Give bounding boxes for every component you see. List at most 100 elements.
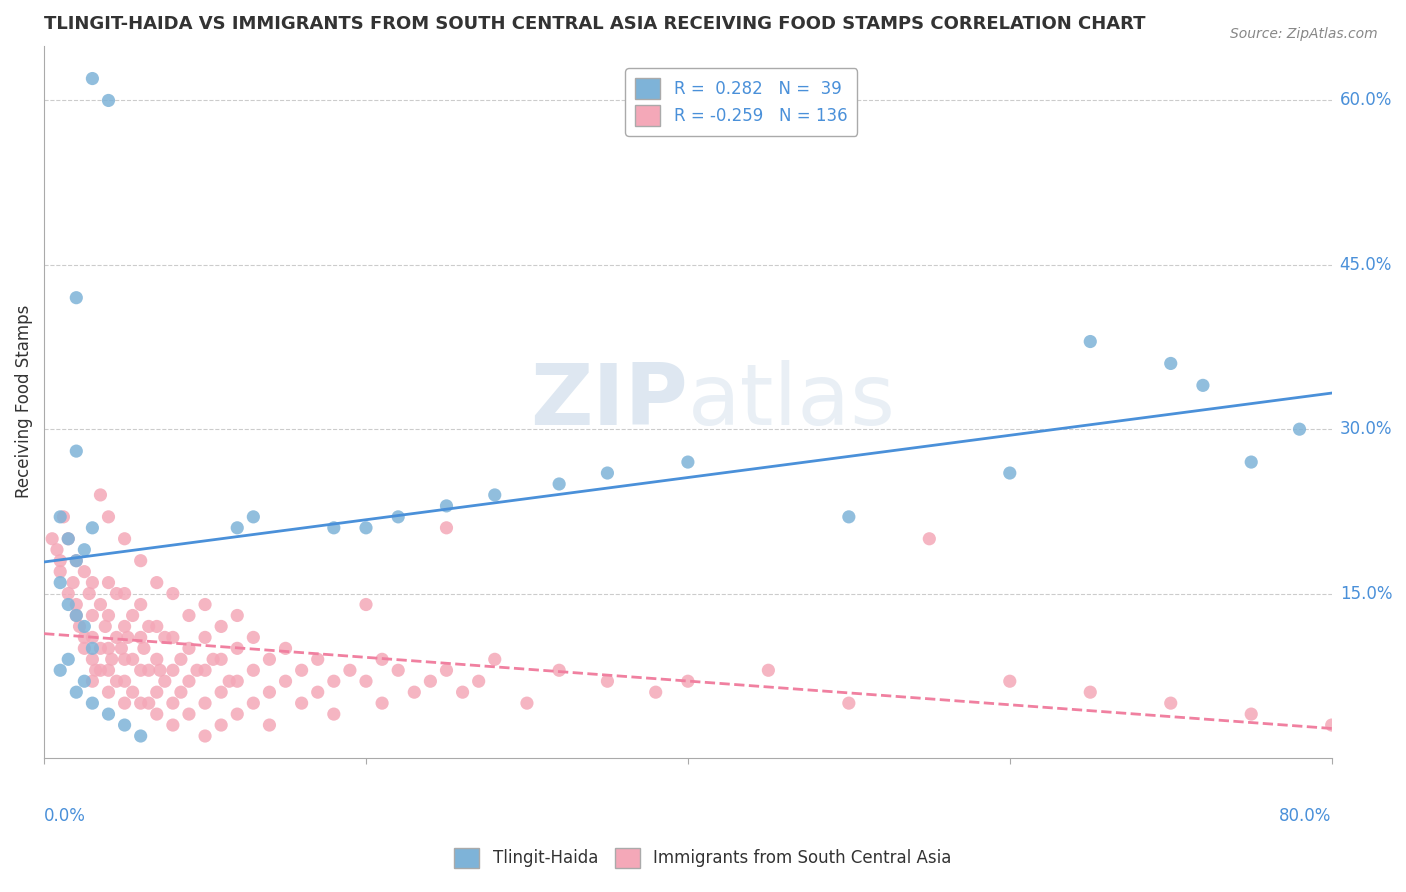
Point xyxy=(117,631,139,645)
Point xyxy=(97,707,120,722)
Point xyxy=(146,652,169,666)
Point xyxy=(209,718,232,732)
Point xyxy=(177,674,200,689)
Point xyxy=(242,663,264,677)
Point xyxy=(138,663,160,677)
Point xyxy=(339,663,361,677)
Point xyxy=(65,598,87,612)
Point xyxy=(177,608,200,623)
Point xyxy=(73,631,96,645)
Point xyxy=(49,565,72,579)
Point xyxy=(186,663,208,677)
Text: atlas: atlas xyxy=(688,360,896,443)
Point xyxy=(49,575,72,590)
Point xyxy=(105,586,128,600)
Point xyxy=(644,685,666,699)
Point xyxy=(49,554,72,568)
Point xyxy=(274,674,297,689)
Point xyxy=(58,652,80,666)
Text: Source: ZipAtlas.com: Source: ZipAtlas.com xyxy=(1230,27,1378,41)
Point xyxy=(596,466,619,480)
Point xyxy=(73,619,96,633)
Point xyxy=(918,532,941,546)
Point xyxy=(82,641,104,656)
Point xyxy=(132,641,155,656)
Point xyxy=(322,521,344,535)
Point xyxy=(149,663,172,677)
Point xyxy=(516,696,538,710)
Point xyxy=(146,707,169,722)
Point xyxy=(1240,707,1263,722)
Point xyxy=(89,598,111,612)
Point xyxy=(110,641,132,656)
Point xyxy=(242,509,264,524)
Point xyxy=(162,718,184,732)
Point xyxy=(838,509,860,524)
Point xyxy=(1240,455,1263,469)
Point xyxy=(307,652,329,666)
Point xyxy=(121,608,143,623)
Point xyxy=(170,652,193,666)
Point xyxy=(162,696,184,710)
Point xyxy=(548,663,571,677)
Point xyxy=(89,641,111,656)
Text: 0.0%: 0.0% xyxy=(44,807,86,825)
Point xyxy=(484,488,506,502)
Point xyxy=(1320,718,1343,732)
Point xyxy=(436,663,458,677)
Point xyxy=(138,619,160,633)
Point xyxy=(97,608,120,623)
Point xyxy=(194,696,217,710)
Point xyxy=(153,674,176,689)
Point xyxy=(676,674,699,689)
Point xyxy=(129,696,152,710)
Point xyxy=(84,663,107,677)
Point xyxy=(1288,422,1310,436)
Point xyxy=(73,641,96,656)
Point xyxy=(65,554,87,568)
Point xyxy=(129,729,152,743)
Point xyxy=(274,641,297,656)
Legend: R =  0.282   N =  39, R = -0.259   N = 136: R = 0.282 N = 39, R = -0.259 N = 136 xyxy=(626,69,858,136)
Point xyxy=(387,663,409,677)
Point xyxy=(756,663,779,677)
Point xyxy=(65,685,87,699)
Point xyxy=(218,674,240,689)
Text: 80.0%: 80.0% xyxy=(1279,807,1331,825)
Point xyxy=(52,509,75,524)
Point xyxy=(146,575,169,590)
Point xyxy=(194,729,217,743)
Point xyxy=(94,619,117,633)
Point xyxy=(58,532,80,546)
Text: TLINGIT-HAIDA VS IMMIGRANTS FROM SOUTH CENTRAL ASIA RECEIVING FOOD STAMPS CORREL: TLINGIT-HAIDA VS IMMIGRANTS FROM SOUTH C… xyxy=(44,15,1146,33)
Point xyxy=(82,674,104,689)
Point xyxy=(129,631,152,645)
Point xyxy=(97,509,120,524)
Point xyxy=(65,291,87,305)
Point xyxy=(82,71,104,86)
Point xyxy=(82,575,104,590)
Point xyxy=(1160,696,1182,710)
Point xyxy=(97,575,120,590)
Point xyxy=(194,663,217,677)
Point xyxy=(114,674,136,689)
Legend: Tlingit-Haida, Immigrants from South Central Asia: Tlingit-Haida, Immigrants from South Cen… xyxy=(447,841,959,875)
Point xyxy=(62,575,84,590)
Point xyxy=(97,663,120,677)
Point xyxy=(404,685,426,699)
Point xyxy=(998,674,1021,689)
Point xyxy=(65,444,87,458)
Point xyxy=(82,696,104,710)
Point xyxy=(209,619,232,633)
Point xyxy=(322,674,344,689)
Point xyxy=(89,663,111,677)
Point xyxy=(419,674,441,689)
Text: 45.0%: 45.0% xyxy=(1340,256,1392,274)
Point xyxy=(114,718,136,732)
Point xyxy=(259,685,281,699)
Point xyxy=(105,631,128,645)
Text: 60.0%: 60.0% xyxy=(1340,92,1392,110)
Point xyxy=(129,598,152,612)
Point xyxy=(436,521,458,535)
Point xyxy=(291,696,314,710)
